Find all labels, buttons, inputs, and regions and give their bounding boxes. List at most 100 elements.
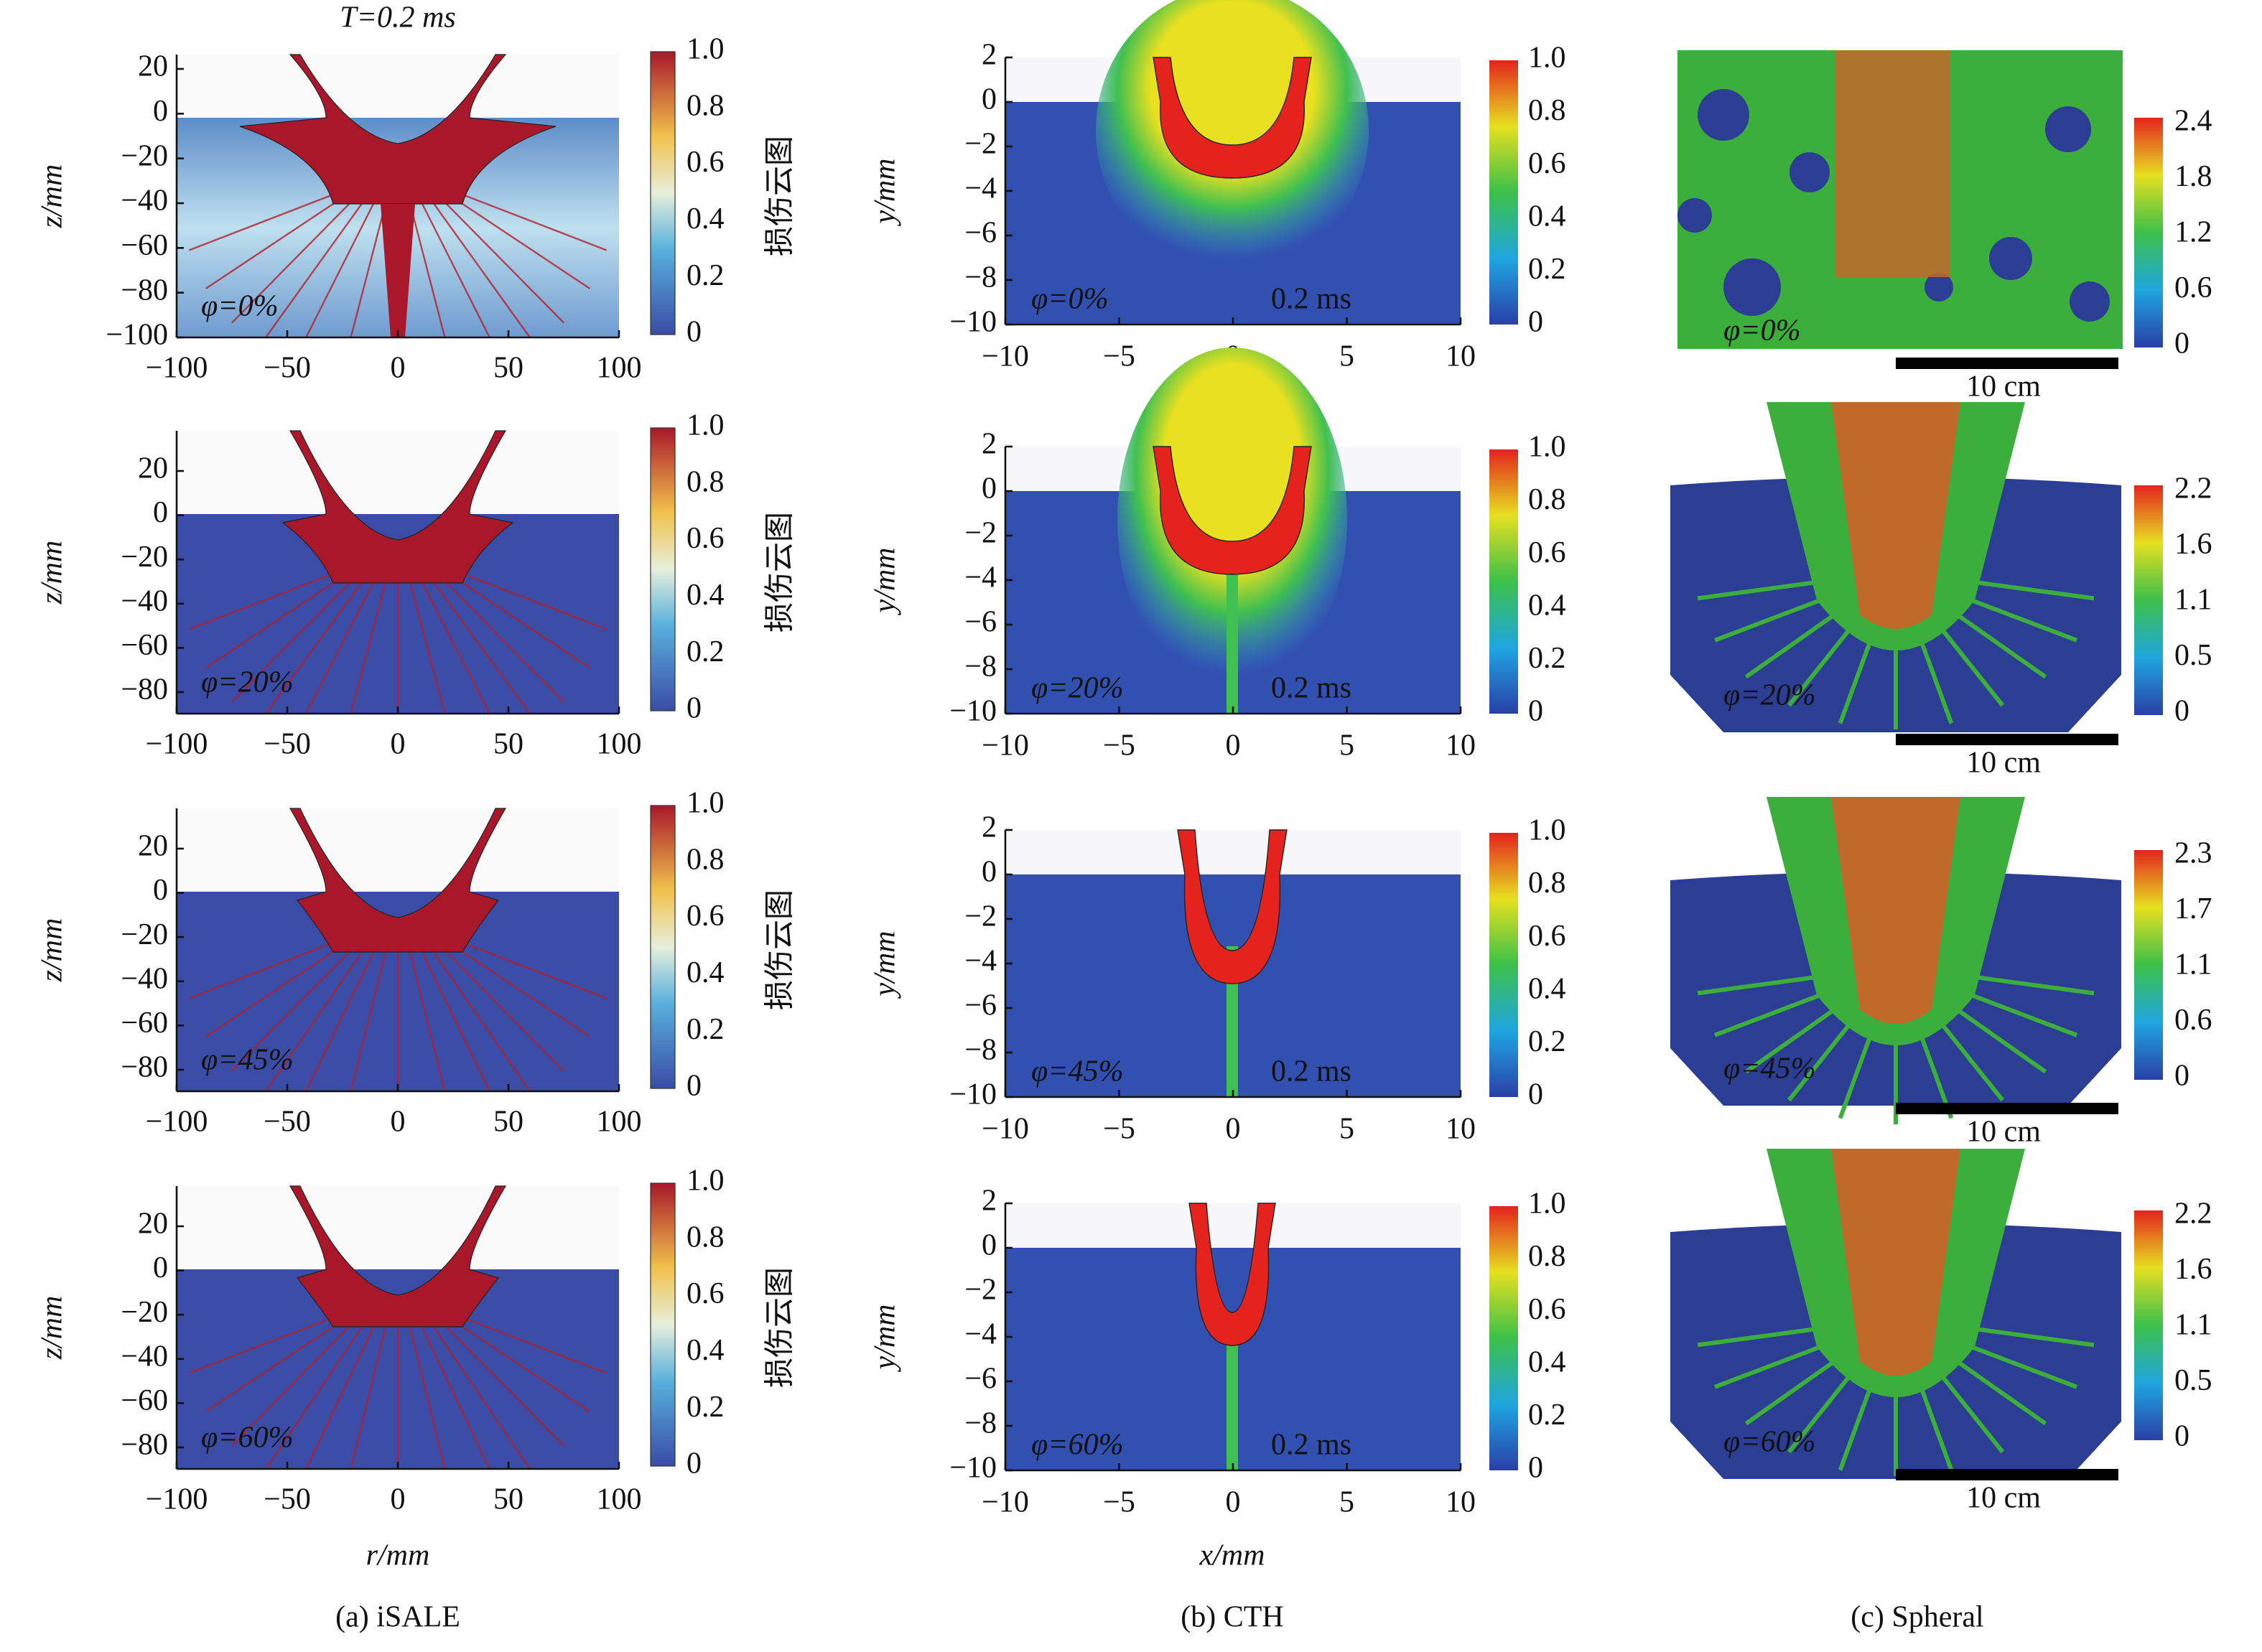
- colorbar-tick-label: 1.8: [2174, 160, 2212, 193]
- colorbar-tick-label: 0.8: [686, 1221, 725, 1254]
- scale-bar: [1896, 734, 2118, 745]
- colorbar-tick-label: 1.0: [1528, 42, 1566, 75]
- colorbar: [650, 427, 676, 711]
- x-tick-label: 5: [1339, 729, 1354, 762]
- colorbar: [1489, 833, 1518, 1097]
- panel-label: φ=45%: [1031, 1055, 1124, 1088]
- y-axis-label: z/mm: [36, 164, 69, 229]
- colorbar-label: 损伤云图: [764, 512, 797, 633]
- crack: [405, 568, 446, 714]
- x-tick-label: 0: [391, 728, 406, 761]
- colorbar-tick-label: 0.6: [2174, 1004, 2212, 1037]
- crack: [205, 1312, 355, 1412]
- colorbar-tick-label: 0.4: [686, 1334, 725, 1367]
- crack: [231, 189, 364, 324]
- crack: [205, 937, 355, 1037]
- scale-bar-label: 10 cm: [1966, 1482, 2041, 1515]
- y-tick-label: −20: [121, 541, 168, 574]
- core: [1831, 797, 1960, 1024]
- panel-label: φ=45%: [201, 1044, 294, 1077]
- x-tick-label: 100: [597, 728, 642, 761]
- colorbar-label: 损伤云图: [764, 890, 797, 1010]
- time-label: 0.2 ms: [1271, 1429, 1351, 1462]
- crack: [265, 937, 373, 1092]
- y-tick-label: 0: [982, 472, 997, 505]
- y-tick-label: −60: [121, 1384, 168, 1417]
- x-tick-label: −100: [146, 1106, 208, 1139]
- void: [1924, 273, 1953, 302]
- colorbar-tick-label: 2.3: [2174, 837, 2212, 870]
- y-tick-label: −100: [106, 319, 168, 352]
- halo: [1096, 0, 1369, 274]
- panel-label: φ=20%: [201, 666, 294, 699]
- void: [2045, 106, 2091, 152]
- y-tick-label: −80: [121, 1429, 168, 1462]
- colorbar-tick-label: 0: [1528, 695, 1543, 728]
- y-tick-label: −20: [121, 1296, 168, 1329]
- y-tick-label: −4: [964, 172, 997, 205]
- void: [1698, 89, 1749, 141]
- y-tick-label: −8: [964, 261, 997, 294]
- jet: [1227, 1320, 1238, 1470]
- x-tick-label: 50: [493, 352, 523, 385]
- x-tick-label: −5: [1103, 1486, 1135, 1519]
- y-tick-label: −40: [121, 185, 168, 218]
- colorbar-tick-label: 0.6: [1528, 1293, 1566, 1326]
- y-tick-label: −8: [964, 1407, 997, 1440]
- panel-label: φ=0%: [1723, 314, 1801, 347]
- y-tick-label: −80: [121, 673, 168, 706]
- sky: [177, 55, 619, 118]
- crater: [1153, 446, 1312, 575]
- y-tick-label: 2: [982, 428, 997, 461]
- crack: [449, 1311, 608, 1374]
- crack: [188, 1311, 347, 1374]
- x-tick-label: −10: [982, 340, 1029, 373]
- crack: [265, 1312, 373, 1470]
- x-tick-label: −5: [1103, 1113, 1135, 1146]
- colorbar: [650, 1182, 676, 1467]
- crack: [350, 937, 391, 1092]
- crack: [449, 936, 608, 999]
- core: [1831, 402, 1960, 629]
- core: [1835, 50, 1950, 277]
- y-tick-label: 0: [982, 1229, 997, 1262]
- scale-bar: [1896, 1103, 2118, 1114]
- y-axis-label: y/mm: [869, 548, 902, 616]
- crater: [281, 430, 514, 584]
- colorbar-tick-label: 0.2: [686, 259, 725, 292]
- crack: [405, 1312, 446, 1470]
- y-tick-label: 0: [982, 83, 997, 116]
- x-tick-label: −100: [146, 728, 208, 761]
- colorbar-tick-label: 1.0: [1528, 431, 1566, 464]
- colorbar-tick-label: 1.6: [2174, 1253, 2212, 1286]
- y-tick-label: −10: [949, 1078, 997, 1111]
- x-tick-label: −5: [1103, 729, 1135, 762]
- x-axis-label: r/mm: [366, 1539, 430, 1572]
- void: [1723, 258, 1781, 316]
- y-tick-label: −2: [964, 900, 997, 933]
- panel-label: φ=0%: [201, 290, 279, 323]
- x-tick-label: 0: [1226, 1486, 1241, 1519]
- x-tick-label: 100: [597, 1483, 642, 1516]
- x-tick-label: −50: [264, 1106, 311, 1139]
- colorbar-tick-label: 0: [686, 1447, 702, 1480]
- crater: [289, 808, 507, 953]
- jet: [381, 204, 415, 337]
- x-tick-label: 50: [493, 1106, 523, 1139]
- crack: [265, 189, 373, 338]
- y-tick-label: −40: [121, 962, 168, 995]
- colorbar-tick-label: 0.4: [686, 202, 725, 235]
- y-tick-label: −8: [964, 650, 997, 683]
- x-tick-label: 10: [1446, 340, 1476, 373]
- colorbar-label: 损伤云图: [764, 1267, 797, 1388]
- x-tick-label: 5: [1339, 1113, 1354, 1146]
- colorbar-tick-label: 0: [2174, 1420, 2189, 1453]
- colorbar-tick-label: 1.0: [686, 1165, 725, 1198]
- sky: [177, 808, 619, 892]
- x-tick-label: −10: [982, 1113, 1029, 1146]
- crack: [414, 1312, 490, 1470]
- x-tick-label: 0: [1226, 729, 1241, 762]
- colorbar: [2134, 850, 2163, 1080]
- colorbar-tick-label: 1.0: [686, 409, 725, 442]
- scale-bar-label: 10 cm: [1966, 370, 2041, 403]
